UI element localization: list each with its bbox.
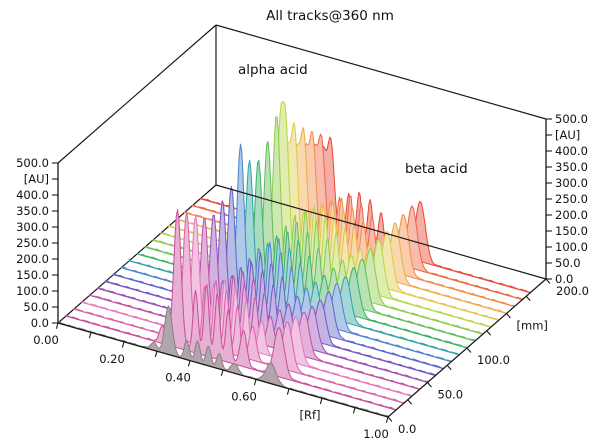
box-edge: [57, 24, 217, 164]
box-edge: [387, 416, 393, 422]
au-left-tick-label: 500.0: [16, 156, 49, 170]
au-right-tick-label: 0.0: [555, 272, 573, 286]
au-left-tick-label: 200.0: [16, 252, 49, 266]
box-edge: [525, 295, 531, 302]
box-edge: [466, 347, 472, 353]
track-mm-60: [104, 200, 436, 377]
track-mm-50: [96, 214, 429, 384]
annotation-beta-acid: beta acid: [405, 161, 468, 177]
au-left-tick-label: 0.0: [31, 316, 49, 330]
au-left-tick-label: 250.0: [16, 236, 49, 250]
box-edge: [220, 369, 224, 376]
au-left-tick-label: [AU]: [24, 172, 49, 186]
track-mm-20: [73, 212, 405, 404]
box-edge: [88, 332, 92, 339]
box-edge: [427, 382, 432, 388]
au-left-tick-label: 100.0: [16, 284, 49, 298]
au-right-tick-label: 350.0: [555, 160, 588, 174]
track-mm-70: [112, 185, 444, 370]
rf-tick-label: 0.60: [231, 389, 257, 403]
box-edge: [385, 416, 389, 423]
box-edge: [253, 379, 257, 386]
mm-tick-label: 50.0: [438, 388, 464, 402]
au-left-tick-label: 150.0: [16, 268, 49, 282]
au-right-tick-label: 250.0: [555, 192, 588, 206]
mm-tick-label: 0.0: [398, 422, 416, 436]
au-right-tick-label: 400.0: [555, 144, 588, 158]
au-right-tick-label: 150.0: [555, 224, 588, 238]
box-edge: [319, 398, 323, 405]
au-left-tick-label: 350.0: [16, 204, 49, 218]
box-edge: [55, 322, 59, 329]
box-edge: [215, 184, 547, 280]
au-left-tick-label: 400.0: [16, 188, 49, 202]
mm-tick-label: [mm]: [517, 319, 548, 333]
box-edge: [545, 278, 551, 284]
chart-title: All tracks@360 nm: [266, 8, 394, 24]
rf-tick-label: 1.00: [363, 427, 389, 441]
mm-tick-label: 200.0: [556, 284, 589, 298]
au-right-tick-label: 300.0: [555, 176, 588, 190]
box-edge: [506, 313, 511, 319]
box-edge: [446, 364, 452, 371]
au-right-tick-label: 200.0: [555, 208, 588, 222]
track-mm-10: [65, 209, 397, 411]
rf-tick-label: 0.40: [165, 371, 191, 385]
track-mm-40: [89, 217, 421, 390]
mm-tick-label: 100.0: [477, 353, 510, 367]
au-left-tick-label: 300.0: [16, 220, 49, 234]
tracks: [57, 101, 531, 418]
box-edge: [215, 24, 547, 120]
box-edge: [121, 341, 125, 348]
box-edge: [187, 360, 191, 367]
box-edge: [154, 351, 158, 358]
track-mm-30: [81, 215, 413, 397]
annotation-alpha-acid: alpha acid: [238, 62, 308, 78]
au-left-tick-label: 50.0: [23, 300, 49, 314]
au-right-tick-label: [AU]: [555, 128, 580, 142]
au-right-tick-label: 500.0: [555, 112, 588, 126]
box-edge: [286, 388, 290, 395]
box-edge: [352, 407, 356, 414]
box-edge: [407, 399, 413, 405]
rf-tick-label: [Rf]: [299, 408, 320, 422]
au-right-tick-label: 50.0: [555, 256, 581, 270]
au-right-tick-label: 100.0: [555, 240, 588, 254]
rf-tick-label: 0.00: [33, 333, 59, 347]
rf-tick-label: 0.20: [99, 352, 125, 366]
box-edge: [486, 330, 492, 336]
track-mm-0: [57, 305, 389, 418]
axes: 0.0 0.0 50.0 50.0 100.0 100.0 150.0 150.0 200.0 2…: [16, 24, 589, 441]
